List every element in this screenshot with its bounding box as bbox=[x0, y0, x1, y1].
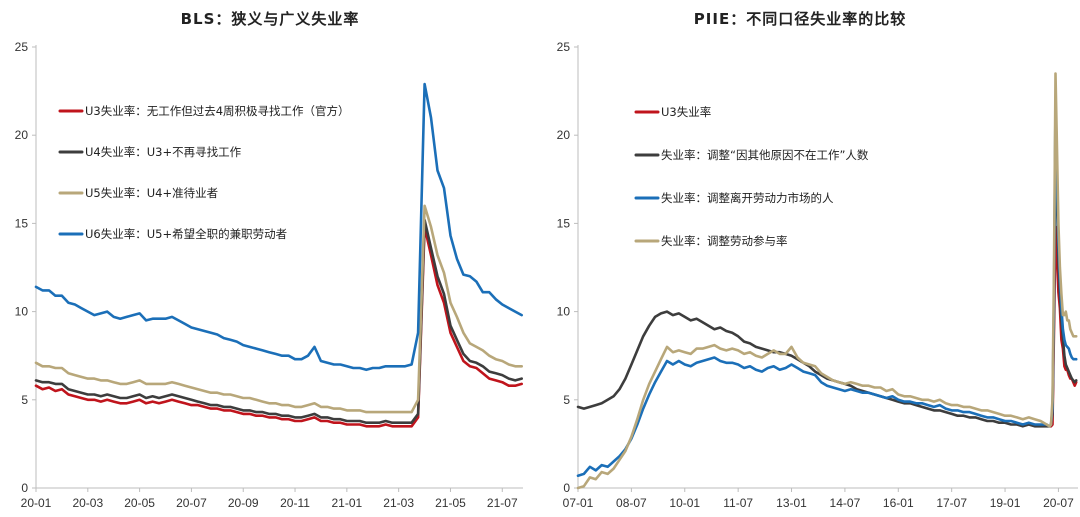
x-tick-label: 19-01 bbox=[990, 496, 1021, 510]
chart-bls: BLS：狭义与广义失业率 0 5 10 15 20 25 20-01 20-03 20-05 20-… bbox=[15, 10, 523, 510]
y-tick-label: 5 bbox=[563, 393, 570, 407]
x-tick-label: 11-07 bbox=[723, 496, 753, 510]
x-tick-label: 20-09 bbox=[228, 496, 259, 510]
series-line-1 bbox=[576, 116, 1078, 428]
x-tick-label: 16-01 bbox=[883, 496, 914, 510]
chart-title: PIIE：不同口径失业率的比较 bbox=[694, 10, 906, 28]
y-tick-label: 20 bbox=[15, 128, 29, 142]
y-tick-label: 0 bbox=[563, 481, 570, 495]
series-line-3 bbox=[576, 72, 1078, 490]
x-tick-label: 21-03 bbox=[383, 496, 414, 510]
legend-label-3: 失业率：调整劳动参与率 bbox=[661, 234, 788, 248]
x-tick-label: 20-11 bbox=[280, 496, 310, 510]
x-tick-label: 14-07 bbox=[830, 496, 861, 510]
y-tick-label: 25 bbox=[557, 40, 571, 54]
chart-title: BLS：狭义与广义失业率 bbox=[181, 10, 360, 28]
x-tick-label: 20-03 bbox=[72, 496, 103, 510]
x-tick-label: 07-01 bbox=[563, 496, 594, 510]
series-line-2 bbox=[34, 204, 523, 414]
y-tick-label: 25 bbox=[15, 40, 29, 54]
legend-label-2: 失业率：调整离开劳动力市场的人 bbox=[661, 191, 834, 205]
y-tick-label: 10 bbox=[557, 305, 571, 319]
x-tick-label: 20-01 bbox=[21, 496, 52, 510]
chart-piie: PIIE：不同口径失业率的比较 0 5 10 15 20 25 07-01 08-07 10-01… bbox=[557, 10, 1078, 510]
x-tick-label: 17-07 bbox=[936, 496, 967, 510]
series-line-1 bbox=[34, 218, 523, 424]
y-tick-label: 15 bbox=[557, 216, 571, 230]
y-tick-label: 15 bbox=[15, 216, 29, 230]
legend-label-0: U3失业率：无工作但过去4周积极寻找工作（官方） bbox=[85, 104, 350, 118]
y-tick-label: 0 bbox=[21, 481, 28, 495]
x-tick-label: 21-07 bbox=[487, 496, 518, 510]
legend-label-0: U3失业率 bbox=[661, 105, 711, 119]
y-tick-label: 10 bbox=[15, 305, 29, 319]
x-tick-label: 20-07 bbox=[1043, 496, 1074, 510]
x-tick-label: 08-07 bbox=[616, 496, 647, 510]
legend-label-1: U4失业率：U3+不再寻找工作 bbox=[85, 145, 242, 159]
x-tick-label: 10-01 bbox=[669, 496, 700, 510]
legend-label-3: U6失业率：U5+希望全职的兼职劳动者 bbox=[85, 227, 287, 241]
legend-label-1: 失业率：调整“因其他原因不在工作”人数 bbox=[661, 148, 869, 162]
x-tick-label: 13-01 bbox=[776, 496, 807, 510]
series-line-3 bbox=[34, 82, 523, 372]
x-tick-label: 20-05 bbox=[124, 496, 155, 510]
y-tick-label: 5 bbox=[21, 393, 28, 407]
x-tick-label: 21-05 bbox=[435, 496, 466, 510]
x-tick-label: 20-07 bbox=[176, 496, 207, 510]
legend-label-2: U5失业率：U4+准待业者 bbox=[85, 186, 218, 200]
x-tick-label: 21-01 bbox=[331, 496, 362, 510]
series-line-0 bbox=[34, 225, 523, 428]
y-tick-label: 20 bbox=[557, 128, 571, 142]
